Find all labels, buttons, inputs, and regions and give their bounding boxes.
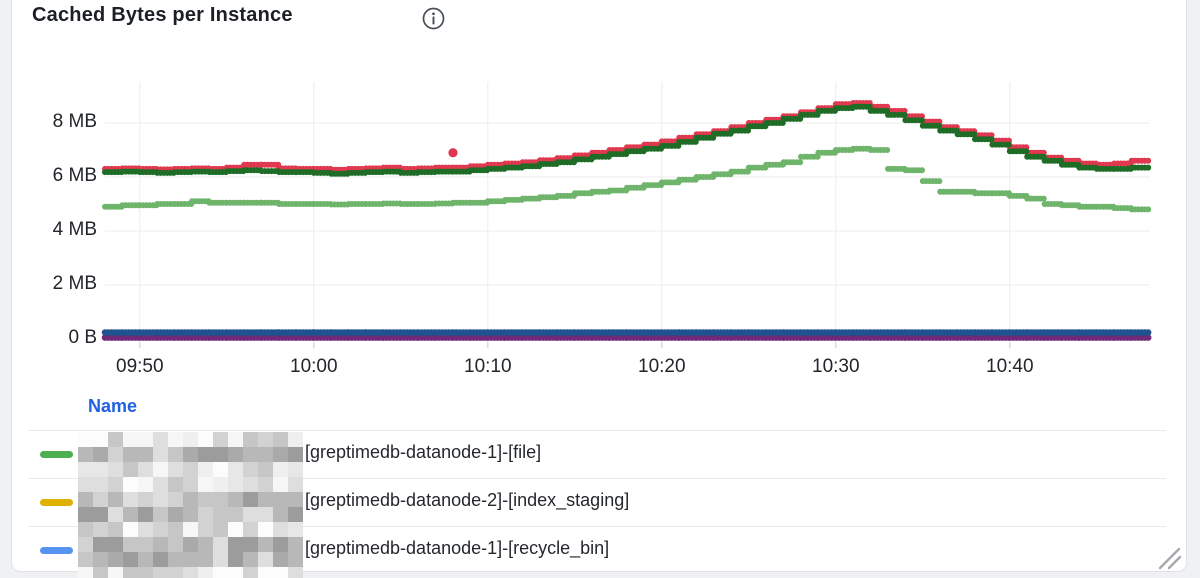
x-axis-tick-label: 10:40 (986, 356, 1034, 377)
series-color-dash (40, 547, 73, 554)
legend-label: [greptimedb-datanode-1]-[file] (305, 442, 542, 462)
resize-handle-icon[interactable] (1152, 542, 1184, 572)
y-axis-tick-label: 2 MB (52, 273, 97, 294)
legend-row-recycle-bin[interactable]: [greptimedb-datanode-1]-[recycle_bin] (12, 526, 1184, 574)
y-axis-tick-label: 6 MB (52, 165, 97, 186)
row-separator (28, 478, 1166, 479)
chart-plot-area[interactable] (105, 82, 1150, 341)
panel-title: Cached Bytes per Instance (32, 4, 293, 26)
x-axis-tick-label: 10:00 (290, 356, 338, 377)
x-axis-tick-label: 10:20 (638, 356, 686, 377)
legend-row-file[interactable]: [greptimedb-datanode-1]-[file] (12, 430, 1184, 478)
series-color-dash (40, 499, 73, 506)
legend-label: [greptimedb-datanode-1]-[recycle_bin] (305, 538, 610, 558)
series-color-dash (40, 451, 73, 458)
y-axis-tick-label: 8 MB (52, 111, 97, 132)
legend-row-index-staging[interactable]: [greptimedb-datanode-2]-[index_staging] (12, 478, 1184, 526)
info-icon[interactable] (421, 6, 446, 31)
y-axis-tick-label: 4 MB (52, 219, 97, 240)
x-axis-tick-label: 09:50 (116, 356, 164, 377)
row-separator (28, 526, 1166, 527)
redacted-region (78, 432, 303, 578)
y-axis-tick-label: 0 B (68, 327, 97, 348)
x-axis-tick-label: 10:10 (464, 356, 512, 377)
x-axis-tick-label: 10:30 (812, 356, 860, 377)
legend-label: [greptimedb-datanode-2]-[index_staging] (305, 490, 630, 510)
row-separator (28, 430, 1166, 431)
legend-header-name[interactable]: Name (88, 396, 138, 416)
